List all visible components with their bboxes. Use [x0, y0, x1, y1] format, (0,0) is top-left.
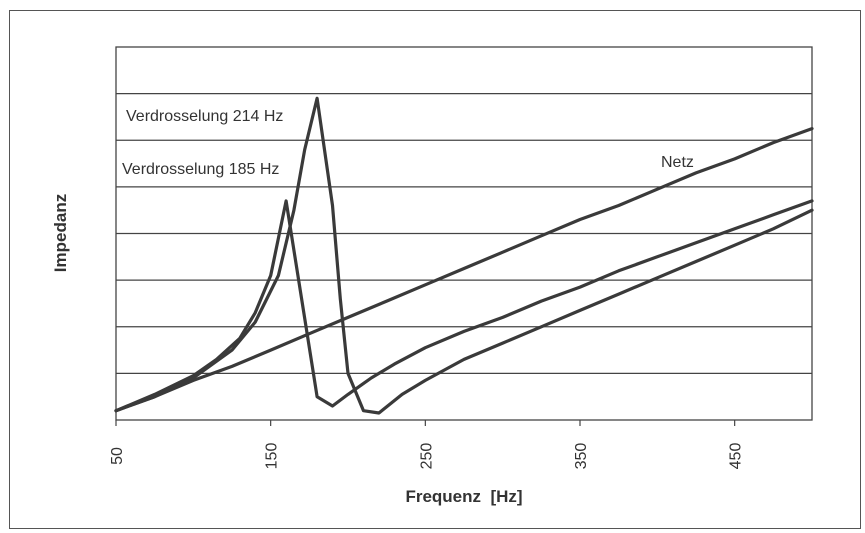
series-annotation: Verdrosselung 214 Hz: [126, 108, 283, 125]
x-axis-title: Frequenz [Hz]: [405, 487, 522, 506]
y-axis-title: Impedanz: [51, 194, 70, 272]
x-tick-label: 50: [109, 447, 126, 465]
x-tick-label: 150: [264, 443, 281, 470]
series-annotation: Netz: [661, 154, 694, 171]
series-line-2: [114, 96, 814, 415]
series-line-1: [114, 199, 814, 413]
series-line-0: [114, 127, 814, 413]
x-tick-label: 350: [573, 443, 590, 470]
x-tick-label: 450: [728, 443, 745, 470]
chart-frame: [9, 10, 861, 529]
x-tick-label: 250: [418, 443, 435, 470]
series-annotation: Verdrosselung 185 Hz: [122, 161, 279, 178]
